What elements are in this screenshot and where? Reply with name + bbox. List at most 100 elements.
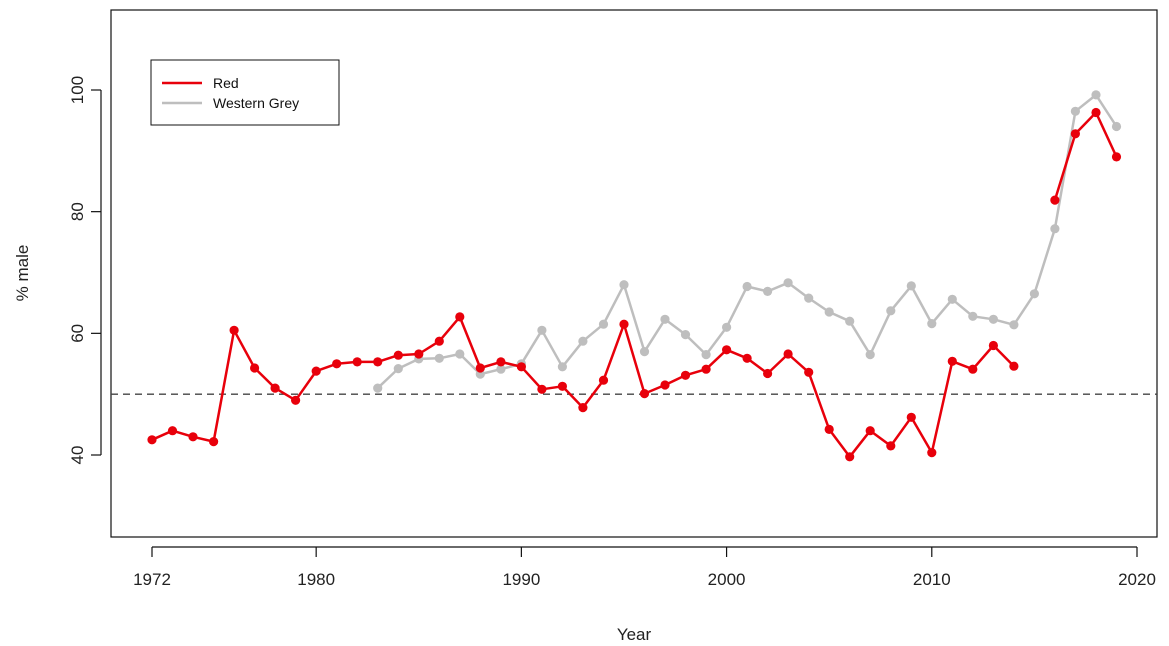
data-point-red-2010	[927, 448, 937, 458]
series-line-red-1	[1053, 111, 1118, 201]
data-point-western-grey-2010	[927, 319, 937, 329]
plot-frame	[110, 9, 1158, 538]
data-point-red-1980	[311, 366, 321, 376]
data-point-western-grey-1984	[393, 364, 403, 374]
data-point-red-1992	[557, 381, 568, 391]
data-point-western-grey-2004	[804, 293, 814, 303]
data-point-western-grey-2015	[1029, 289, 1039, 299]
data-point-red-2007	[865, 426, 875, 436]
y-tick-label-80: 80	[68, 202, 87, 221]
data-point-western-grey-1986	[434, 353, 444, 363]
data-point-western-grey-2009	[906, 281, 916, 291]
legend-label-red: Red	[213, 75, 239, 91]
data-point-red-2000	[722, 345, 732, 355]
data-point-western-grey-2017	[1070, 106, 1080, 116]
data-point-red-2008	[886, 441, 896, 451]
data-point-red-2009	[906, 412, 916, 422]
data-point-red-1994	[598, 375, 609, 385]
data-point-western-grey-2011	[947, 294, 957, 304]
data-point-red-1975	[209, 437, 219, 447]
data-point-red-1978	[270, 383, 280, 393]
data-point-western-grey-2006	[845, 316, 855, 326]
data-point-western-grey-2002	[763, 286, 773, 296]
data-point-western-grey-2001	[742, 281, 752, 292]
data-point-western-grey-2003	[783, 278, 793, 288]
data-point-red-2018	[1091, 107, 1101, 118]
data-point-western-grey-2012	[968, 311, 978, 321]
data-point-red-1996	[639, 389, 650, 399]
data-point-red-1997	[660, 380, 670, 390]
data-point-western-grey-1997	[660, 314, 670, 324]
series-line-western-grey-0	[376, 93, 1118, 390]
data-point-western-grey-1983	[373, 383, 383, 393]
data-point-red-2017	[1070, 129, 1080, 139]
data-point-western-grey-1994	[598, 319, 609, 329]
data-point-western-grey-1993	[578, 336, 588, 346]
data-point-red-1989	[496, 357, 506, 367]
y-axis-title: % male	[13, 245, 32, 302]
data-point-red-1973	[167, 426, 178, 436]
y-tick-label-40: 40	[68, 446, 87, 465]
data-point-red-2005	[824, 424, 834, 434]
data-point-western-grey-1992	[557, 362, 568, 372]
data-point-red-1981	[332, 359, 342, 369]
data-point-red-1986	[434, 336, 444, 346]
x-tick-label-2010: 2010	[913, 570, 951, 589]
data-point-western-grey-1989	[496, 364, 506, 374]
data-point-red-1985	[414, 349, 424, 359]
legend-label-western-grey: Western Grey	[213, 95, 299, 111]
x-axis-title: Year	[617, 625, 652, 644]
data-point-western-grey-1987	[455, 349, 465, 359]
data-point-red-2001	[742, 353, 752, 363]
data-point-western-grey-2007	[865, 350, 875, 360]
data-point-red-1982	[352, 357, 362, 367]
x-tick-label-2020: 2020	[1118, 570, 1156, 589]
data-point-red-1998	[680, 370, 691, 380]
data-point-western-grey-1995	[619, 280, 629, 290]
data-point-red-2019	[1111, 152, 1122, 162]
data-point-red-1974	[188, 432, 198, 442]
data-point-western-grey-1991	[537, 325, 547, 335]
data-point-red-1990	[516, 362, 527, 372]
y-tick-label-60: 60	[68, 324, 87, 343]
data-point-western-grey-2018	[1091, 90, 1101, 100]
data-point-red-1988	[475, 363, 485, 373]
data-point-red-2004	[804, 367, 814, 377]
data-point-red-2011	[947, 356, 957, 366]
data-point-red-1984	[393, 350, 403, 360]
series-western-grey	[373, 90, 1122, 393]
data-point-red-1983	[373, 357, 383, 367]
data-point-western-grey-2013	[988, 314, 999, 324]
data-point-red-1995	[619, 319, 629, 329]
data-point-western-grey-1996	[639, 347, 650, 357]
data-point-red-1979	[291, 395, 301, 405]
data-point-red-2006	[845, 452, 855, 462]
x-tick-label-1980: 1980	[297, 570, 335, 589]
data-point-red-2003	[783, 349, 793, 359]
data-point-western-grey-1998	[680, 330, 691, 340]
data-point-western-grey-2016	[1050, 224, 1060, 234]
data-point-western-grey-2019	[1111, 121, 1122, 132]
legend-box	[150, 59, 340, 126]
data-point-red-2014	[1009, 361, 1019, 371]
x-tick-label-1972: 1972	[133, 570, 171, 589]
data-point-western-grey-2005	[824, 307, 834, 317]
data-point-western-grey-2008	[886, 306, 896, 316]
data-point-red-1999	[701, 364, 711, 374]
data-point-red-2016	[1050, 195, 1060, 205]
data-point-western-grey-2014	[1009, 320, 1019, 330]
data-point-red-2012	[968, 364, 978, 374]
x-tick-label-1990: 1990	[502, 570, 540, 589]
legend: Red Western Grey	[150, 59, 340, 126]
data-point-red-1993	[578, 403, 588, 413]
data-point-red-2002	[763, 368, 773, 379]
y-tick-label-100: 100	[68, 76, 87, 104]
data-point-western-grey-2000	[722, 322, 732, 332]
x-tick-label-2000: 2000	[708, 570, 746, 589]
data-point-western-grey-1999	[701, 350, 711, 360]
data-point-red-1987	[455, 312, 465, 322]
data-point-red-2013	[988, 340, 999, 351]
data-point-red-1991	[537, 384, 547, 394]
series-red	[147, 107, 1122, 462]
